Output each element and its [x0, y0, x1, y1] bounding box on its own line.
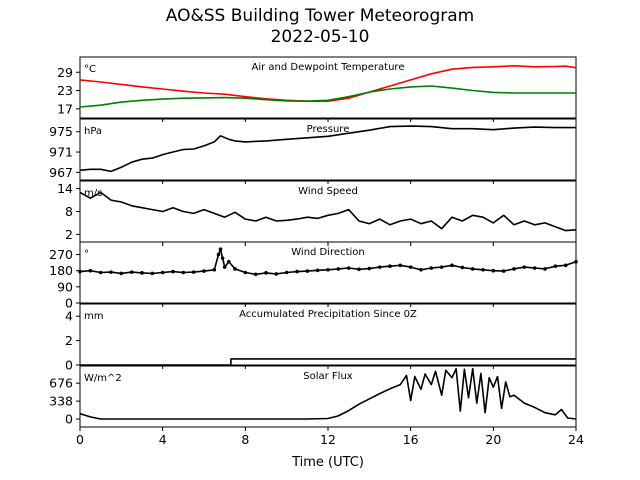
chart-subtitle: 2022-05-10 — [270, 27, 370, 47]
x-tick-label: 16 — [403, 432, 419, 447]
panel-title: Pressure — [307, 124, 350, 135]
y-tick-label: 14 — [57, 181, 73, 196]
panel-unit-label: ° — [84, 249, 89, 260]
data-point — [78, 269, 82, 274]
x-tick-label: 4 — [159, 432, 167, 447]
y-tick-label: 23 — [57, 83, 73, 98]
series-line — [79, 65, 577, 102]
y-tick-label: 0 — [65, 296, 73, 311]
y-tick-label: 676 — [49, 376, 73, 391]
panel-title: Solar Flux — [303, 371, 353, 382]
chart-title-line: AO&SS Building Tower Meteorogram — [165, 6, 475, 26]
y-tick-label: 967 — [49, 165, 73, 180]
panel-title: Wind Speed — [298, 186, 358, 197]
y-tick-label: 0 — [65, 412, 73, 427]
series-line — [79, 85, 576, 108]
y-tick-label: 17 — [57, 101, 73, 116]
x-tick-label: 0 — [76, 432, 84, 447]
x-tick-label: 24 — [568, 432, 584, 447]
x-tick-label: 20 — [485, 432, 501, 447]
series-line — [79, 248, 577, 276]
y-tick-label: 4 — [65, 309, 73, 324]
y-tick-label: 270 — [49, 247, 73, 262]
x-tick-label: 12 — [320, 432, 336, 447]
y-tick-label: 180 — [49, 263, 73, 278]
panel-unit-label: m/s — [84, 188, 102, 199]
series-line — [79, 191, 577, 232]
panel-unit-label: mm — [84, 311, 103, 322]
series-line — [80, 358, 576, 366]
series-line — [79, 125, 576, 173]
y-tick-label: 0 — [65, 358, 73, 373]
series-line — [79, 367, 577, 420]
panel-title: Accumulated Precipitation Since 0Z — [239, 309, 417, 320]
chart-title: AO&SS Building Tower Meteorogram 2022-05-… — [0, 6, 640, 48]
panel-title: Air and Dewpoint Temperature — [252, 62, 405, 73]
y-tick-label: 8 — [65, 204, 73, 219]
y-tick-label: 2 — [65, 333, 73, 348]
y-tick-label: 29 — [57, 65, 73, 80]
y-tick-label: 338 — [49, 394, 73, 409]
y-tick-label: 971 — [49, 145, 73, 160]
panel-title: Wind Direction — [291, 247, 365, 258]
panel-unit-label: W/m^2 — [84, 373, 122, 384]
panel-unit-label: °C — [84, 64, 96, 75]
x-tick-label: 8 — [241, 432, 249, 447]
panel-unit-label: hPa — [84, 126, 102, 137]
y-tick-label: 90 — [57, 279, 73, 294]
y-tick-label: 2 — [65, 227, 73, 242]
x-axis-label: Time (UTC) — [291, 455, 364, 470]
y-tick-label: 975 — [49, 124, 73, 139]
